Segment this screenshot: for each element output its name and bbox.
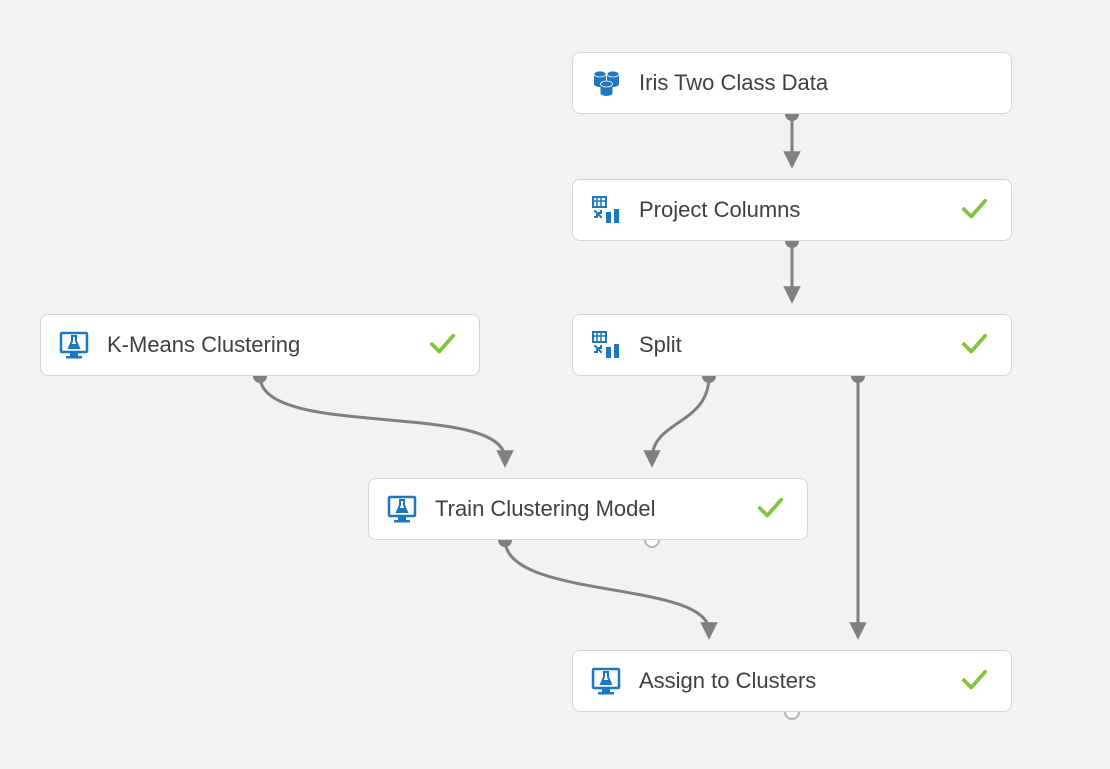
checkmark-icon	[961, 667, 989, 695]
node-project[interactable]: Project Columns	[572, 179, 1012, 241]
database-icon	[591, 68, 621, 98]
project-columns-icon	[591, 330, 621, 360]
node-label: Train Clustering Model	[435, 496, 739, 522]
monitor-flask-icon	[387, 494, 417, 524]
node-label: Iris Two Class Data	[639, 70, 989, 96]
node-iris[interactable]: Iris Two Class Data	[572, 52, 1012, 114]
node-label: K-Means Clustering	[107, 332, 411, 358]
node-split[interactable]: Split	[572, 314, 1012, 376]
node-kmeans[interactable]: K-Means Clustering	[40, 314, 480, 376]
node-assign[interactable]: Assign to Clusters	[572, 650, 1012, 712]
checkmark-icon	[961, 331, 989, 359]
checkmark-icon	[757, 495, 785, 523]
edge	[652, 376, 709, 459]
project-columns-icon	[591, 195, 621, 225]
edge	[260, 376, 505, 459]
node-label: Split	[639, 332, 943, 358]
checkmark-icon	[429, 331, 457, 359]
node-label: Project Columns	[639, 197, 943, 223]
node-train[interactable]: Train Clustering Model	[368, 478, 808, 540]
checkmark-icon	[961, 196, 989, 224]
monitor-flask-icon	[591, 666, 621, 696]
monitor-flask-icon	[59, 330, 89, 360]
node-label: Assign to Clusters	[639, 668, 943, 694]
edge	[505, 540, 709, 631]
